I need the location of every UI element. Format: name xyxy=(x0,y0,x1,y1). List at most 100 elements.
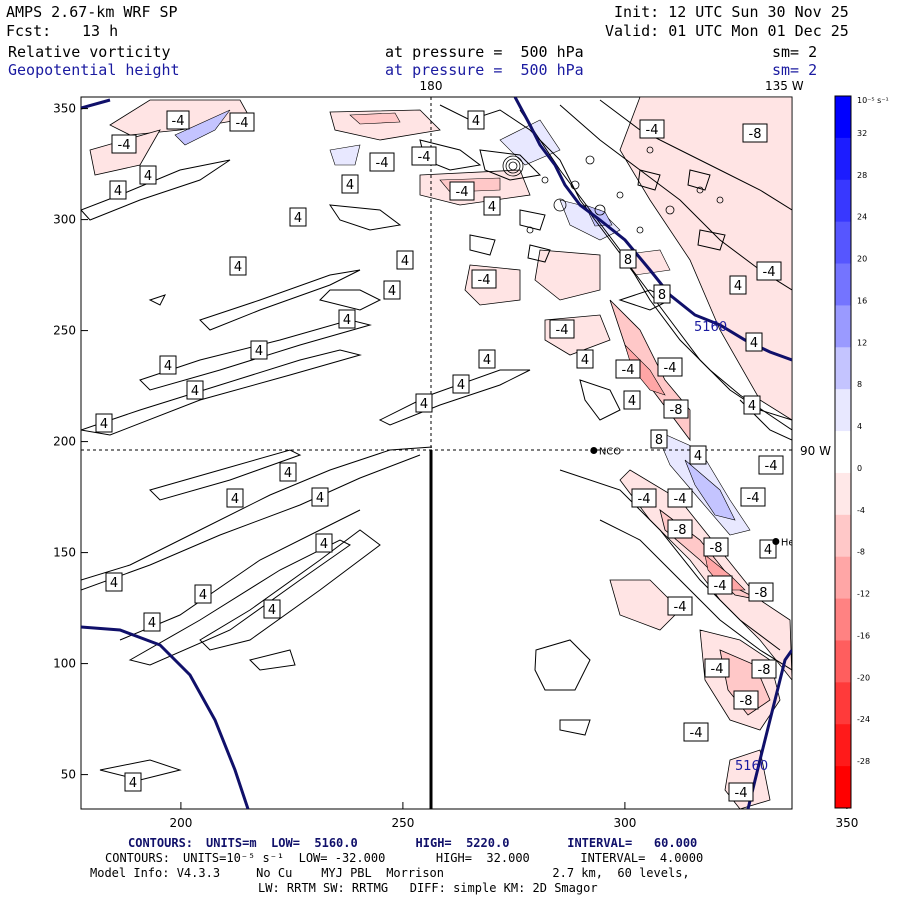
svg-text:-4: -4 xyxy=(556,323,569,338)
svg-text:-4: -4 xyxy=(646,123,659,138)
colorbar-swatch xyxy=(835,137,851,181)
height-label-5160: 5160 xyxy=(735,759,768,774)
vort-label-4: 4 xyxy=(279,462,297,482)
lon-label-180: 180 xyxy=(420,79,443,93)
svg-text:-4: -4 xyxy=(456,185,469,200)
svg-text:4: 4 xyxy=(255,344,263,359)
colorbar-swatch xyxy=(835,556,851,600)
vorticity-labels: -4 -4 -4 4 4 4 -4 -4 4 -4 4 4 4 4 4 -4 4… xyxy=(95,110,784,802)
y-tick-label: 300 xyxy=(53,213,76,227)
colorbar-swatch xyxy=(835,389,851,432)
vort-label-4: 4 xyxy=(109,180,127,200)
vort-label-4: -4 xyxy=(639,119,665,139)
svg-text:4: 4 xyxy=(234,260,242,275)
svg-text:4: 4 xyxy=(100,417,108,432)
colorbar-label: -8 xyxy=(857,548,865,557)
vorticity-contour-info: UNITS=10⁻⁵ s⁻¹ LOW= -32.000 HIGH= 32.000… xyxy=(183,851,704,865)
colorbar-label: 24 xyxy=(857,213,867,222)
y-tick-label: 100 xyxy=(53,657,76,671)
svg-text:4: 4 xyxy=(748,399,756,414)
colorbar-swatch xyxy=(835,766,851,809)
svg-text:4: 4 xyxy=(457,378,465,393)
vort-label-4: 4 xyxy=(743,395,761,415)
valid-time: Valid: 01 UTC Mon 01 Dec 25 xyxy=(605,22,849,40)
svg-text:8: 8 xyxy=(655,433,663,448)
svg-text:4: 4 xyxy=(199,588,207,603)
model-info: Model Info: V4.3.3 No Cu MYJ PBL Morriso… xyxy=(90,866,690,880)
svg-text:4: 4 xyxy=(284,466,292,481)
svg-text:8: 8 xyxy=(658,288,666,303)
vort-label-4: -4 xyxy=(471,269,497,289)
vort-label-4: -4 xyxy=(549,319,575,339)
vort-label-4: -4 xyxy=(667,596,693,616)
vort-label-8: -8 xyxy=(748,582,774,602)
colorbar-label: 16 xyxy=(857,296,867,305)
svg-text:-4: -4 xyxy=(735,786,748,801)
vort-label-4: 4 xyxy=(229,256,247,276)
vort-label-8: -8 xyxy=(742,123,768,143)
vort-label-4: 4 xyxy=(315,533,333,553)
station-marker[interactable] xyxy=(772,537,780,545)
vort-label-8: -8 xyxy=(703,537,729,557)
colorbar-label: 0 xyxy=(857,464,862,473)
forecast-label: Fcst: xyxy=(6,22,52,40)
station-label: Henry xyxy=(781,537,811,548)
colorbar-swatch xyxy=(835,598,851,641)
svg-text:4: 4 xyxy=(144,169,152,184)
vort-label-4: 4 xyxy=(452,374,470,394)
svg-text:-4: -4 xyxy=(714,579,727,594)
x-tick-label: 300 xyxy=(613,816,636,830)
svg-text:-4: -4 xyxy=(674,492,687,507)
colorbar-label: -20 xyxy=(857,673,870,682)
svg-text:-4: -4 xyxy=(711,662,724,677)
x-tick-label: 250 xyxy=(391,816,414,830)
svg-text:4: 4 xyxy=(694,449,702,464)
vort-label-4: -4 xyxy=(369,152,395,172)
svg-text:4: 4 xyxy=(764,543,772,558)
vorticity-field: -4 -4 -4 4 4 4 -4 -4 4 -4 4 4 4 4 4 -4 4… xyxy=(81,97,811,809)
svg-text:-8: -8 xyxy=(740,694,753,709)
forecast-hour: 13 h xyxy=(82,22,119,40)
svg-text:4: 4 xyxy=(129,776,137,791)
colorbar-swatch xyxy=(835,179,851,223)
field1-name: Relative vorticity xyxy=(8,43,171,61)
svg-text:4: 4 xyxy=(191,384,199,399)
svg-text:-4: -4 xyxy=(418,150,431,165)
y-tick-label: 250 xyxy=(53,324,76,338)
vort-label-8: -8 xyxy=(733,690,759,710)
svg-text:4: 4 xyxy=(268,603,276,618)
height-label-5160: 5160 xyxy=(694,320,727,335)
physics-info: LW: RRTM SW: RRTMG DIFF: simple KM: 2D S… xyxy=(258,881,598,895)
colorbar-label: 12 xyxy=(857,338,867,347)
colorbar-label: 4 xyxy=(857,422,862,431)
height-contours xyxy=(81,97,792,809)
vort-label-4: 4 xyxy=(105,572,123,592)
svg-text:4: 4 xyxy=(581,353,589,368)
colorbar-swatch xyxy=(835,96,851,139)
vort-label-4: -4 xyxy=(704,658,730,678)
colorbar-swatch xyxy=(835,305,851,348)
svg-text:-4: -4 xyxy=(763,265,776,280)
station-marker[interactable] xyxy=(590,446,598,454)
svg-text:-4: -4 xyxy=(236,116,249,131)
svg-text:-4: -4 xyxy=(118,138,131,153)
colorbar-label: 8 xyxy=(857,380,862,389)
colorbar-swatch xyxy=(835,640,851,683)
svg-text:4: 4 xyxy=(734,279,742,294)
vort-label-4: -4 xyxy=(111,134,137,154)
svg-text:4: 4 xyxy=(320,537,328,552)
svg-text:4: 4 xyxy=(420,397,428,412)
colorbar: 10⁻⁵ s⁻¹ 32 28 24 20 16 12 8 4 0 -4 -8 -12 -16 -20 -24… xyxy=(834,95,889,809)
svg-text:-4: -4 xyxy=(376,156,389,171)
vort-label-4: -4 xyxy=(667,488,693,508)
svg-text:4: 4 xyxy=(472,114,480,129)
field2-name: Geopotential height xyxy=(8,61,180,79)
vort-label-8: -8 xyxy=(667,519,693,539)
svg-text:4: 4 xyxy=(231,492,239,507)
colorbar-swatch xyxy=(835,472,851,516)
colorbar-label: -12 xyxy=(857,590,870,599)
lon-label-135w: 135 W xyxy=(765,79,804,93)
svg-text:4: 4 xyxy=(148,616,156,631)
vort-label-4: 4 xyxy=(263,599,281,619)
